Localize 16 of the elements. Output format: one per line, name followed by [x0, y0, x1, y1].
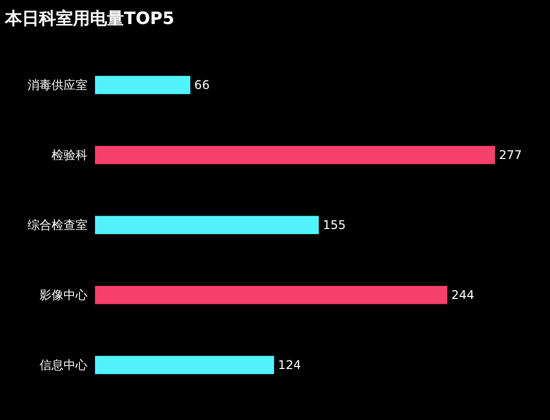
data-label: 277 [499, 148, 522, 162]
y-tick-label: 消毒供应室 [28, 78, 88, 92]
bar [95, 356, 274, 374]
data-label: 124 [278, 358, 301, 372]
bar [95, 146, 495, 164]
data-label: 66 [194, 78, 210, 92]
y-tick-label: 影像中心 [40, 288, 88, 302]
bar [95, 286, 448, 304]
chart-title: 本日科室用电量TOP5 [4, 9, 174, 29]
data-label: 244 [451, 288, 474, 302]
y-tick-label: 综合检查室 [28, 218, 88, 232]
bar [95, 216, 319, 234]
bar [95, 76, 190, 94]
y-tick-label: 检验科 [52, 148, 88, 162]
y-tick-label: 信息中心 [40, 358, 88, 372]
data-label: 155 [322, 218, 346, 232]
